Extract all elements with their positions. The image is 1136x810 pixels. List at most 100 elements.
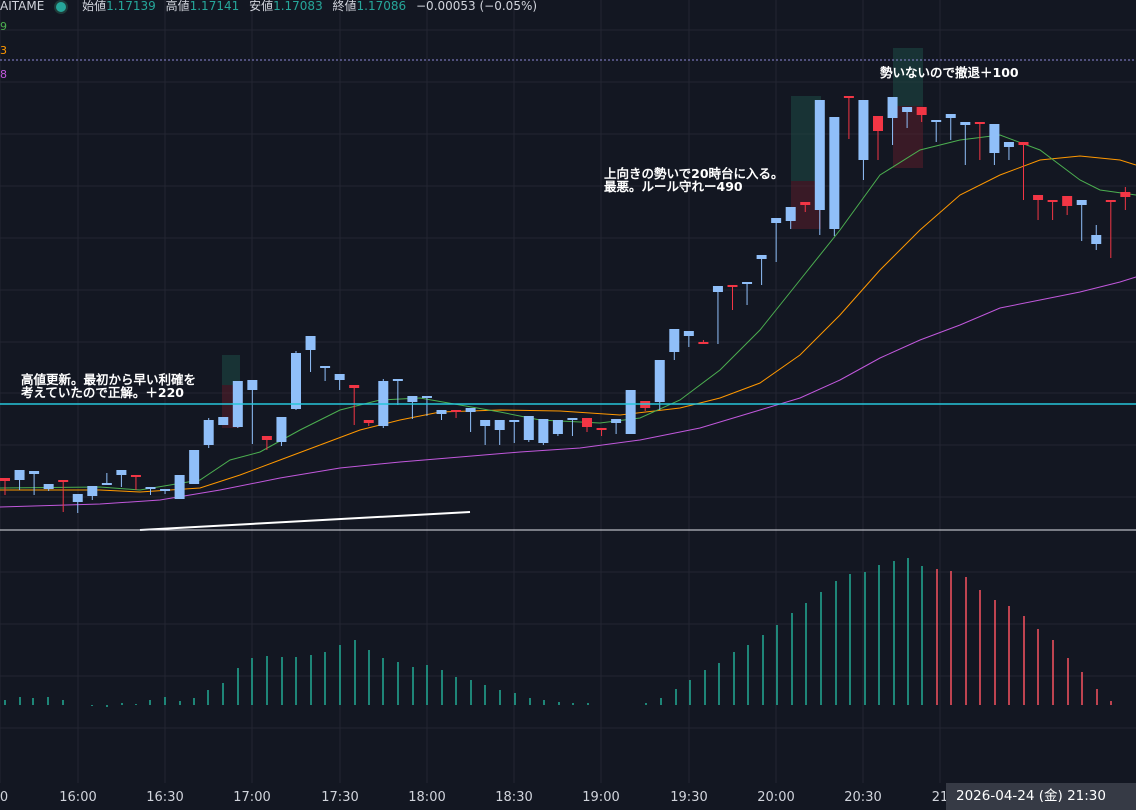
candle-body-54 bbox=[785, 207, 796, 221]
candle-body-63 bbox=[916, 107, 927, 115]
position-box-profit-0 bbox=[222, 355, 240, 385]
candle-body-1 bbox=[14, 470, 25, 480]
candle-body-40 bbox=[582, 418, 592, 427]
candle-body-74 bbox=[1076, 200, 1087, 205]
candle-body-9 bbox=[130, 475, 141, 477]
change-value: −0.00053 (−0.05%) bbox=[416, 0, 538, 13]
candle-body-49 bbox=[712, 286, 723, 292]
candle-body-2 bbox=[29, 471, 40, 474]
x-tick-3: 17:00 bbox=[233, 790, 271, 805]
candle-body-8 bbox=[116, 470, 127, 475]
candle-body-21 bbox=[305, 336, 316, 350]
candle-body-35 bbox=[509, 420, 520, 422]
candle-body-60 bbox=[873, 116, 883, 131]
grid bbox=[0, 0, 1136, 783]
x-tick-4: 17:30 bbox=[321, 790, 359, 805]
candle-body-5 bbox=[72, 494, 83, 502]
ma-fast-label[interactable]: 9 bbox=[0, 20, 7, 33]
open-value: 1.17139 bbox=[106, 0, 156, 13]
x-tick-2: 16:30 bbox=[146, 790, 184, 805]
candle-body-15 bbox=[218, 417, 229, 425]
candle-body-69 bbox=[1003, 142, 1014, 147]
x-tick-9: 20:00 bbox=[757, 790, 795, 805]
candle-body-23 bbox=[334, 374, 345, 380]
candle-body-61 bbox=[887, 97, 898, 118]
x-tick-1: 16:00 bbox=[59, 790, 97, 805]
position-box-profit-2 bbox=[893, 48, 923, 106]
candle-body-45 bbox=[654, 360, 665, 402]
candle-body-66 bbox=[960, 122, 971, 125]
candle-body-75 bbox=[1091, 235, 1102, 244]
x-tick-6: 18:30 bbox=[495, 790, 533, 805]
close-label: 終値 bbox=[332, 0, 357, 13]
status-dot-icon bbox=[56, 1, 67, 12]
candlesticks bbox=[0, 96, 1131, 513]
candle-body-58 bbox=[843, 96, 854, 98]
candle-body-52 bbox=[756, 255, 767, 259]
candle-body-31 bbox=[451, 410, 462, 412]
ma-fast-line bbox=[0, 134, 1136, 491]
open-label: 始値 bbox=[82, 0, 107, 13]
candle-body-42 bbox=[611, 419, 622, 423]
candle-body-53 bbox=[771, 218, 782, 223]
candle-body-67 bbox=[974, 122, 985, 124]
candle-body-24 bbox=[349, 385, 360, 388]
candle-body-19 bbox=[276, 417, 287, 442]
candle-body-55 bbox=[800, 202, 811, 205]
candle-body-77 bbox=[1120, 192, 1131, 197]
candle-body-13 bbox=[189, 450, 200, 484]
candle-body-37 bbox=[538, 419, 549, 443]
annotation-2-line1: 上向きの勢いで20時台に入る。 bbox=[604, 166, 784, 181]
candle-body-32 bbox=[465, 408, 476, 412]
candle-body-59 bbox=[858, 100, 869, 160]
candle-body-30 bbox=[436, 410, 447, 414]
candle-body-72 bbox=[1047, 200, 1058, 202]
symbol-label: AITAME bbox=[0, 0, 45, 13]
candle-body-71 bbox=[1033, 195, 1044, 200]
ma-slow-label[interactable]: 8 bbox=[0, 68, 7, 81]
candle-body-33 bbox=[480, 420, 491, 426]
candle-body-50 bbox=[727, 285, 738, 287]
candle-body-48 bbox=[698, 342, 709, 344]
ohlc-header: AITAME 始値1.17139 高値1.17141 安値1.17083 終値1… bbox=[0, 0, 537, 13]
candle-body-57 bbox=[829, 117, 840, 229]
candle-body-7 bbox=[101, 483, 112, 485]
x-tick-0: 0 bbox=[0, 790, 9, 805]
candle-body-11 bbox=[160, 489, 171, 491]
candle-body-38 bbox=[552, 420, 563, 434]
high-label: 高値 bbox=[165, 0, 190, 13]
annotation-1-line1: 高値更新。最初から早い利確を bbox=[21, 372, 197, 387]
annotation-3[interactable]: 勢いないので撤退＋100 bbox=[880, 65, 1019, 80]
candle-body-47 bbox=[683, 331, 694, 336]
candle-body-70 bbox=[1018, 142, 1029, 145]
candle-body-29 bbox=[421, 396, 432, 398]
candle-body-12 bbox=[174, 475, 185, 499]
candle-body-25 bbox=[363, 420, 374, 423]
candle-body-36 bbox=[523, 416, 534, 440]
candle-body-4 bbox=[58, 480, 69, 482]
candle-body-28 bbox=[407, 396, 418, 402]
candle-body-56 bbox=[814, 100, 825, 210]
low-label: 安値 bbox=[249, 0, 274, 13]
annotation-1[interactable]: 高値更新。最初から早い利確を 考えていたので正解。＋220 bbox=[21, 373, 196, 399]
ma-mid-label[interactable]: 3 bbox=[0, 44, 7, 57]
x-tick-10: 20:30 bbox=[844, 790, 882, 805]
candle-body-43 bbox=[625, 390, 636, 434]
candle-body-0 bbox=[0, 478, 10, 481]
crosshair-datetime-label: 2026-04-24 (金) 21:30 bbox=[946, 783, 1136, 810]
candle-body-76 bbox=[1105, 200, 1116, 202]
close-value: 1.17086 bbox=[356, 0, 407, 13]
candle-body-41 bbox=[596, 428, 607, 430]
low-value: 1.17083 bbox=[273, 0, 323, 13]
volume-histogram bbox=[4, 558, 1112, 707]
x-tick-5: 18:00 bbox=[408, 790, 446, 805]
x-tick-11: 21 bbox=[931, 790, 949, 805]
x-tick-8: 19:30 bbox=[670, 790, 708, 805]
trendline[interactable] bbox=[139, 511, 471, 531]
ma-mid-line bbox=[0, 155, 1136, 493]
x-tick-7: 19:00 bbox=[582, 790, 620, 805]
candle-body-68 bbox=[989, 124, 1000, 153]
candle-body-27 bbox=[392, 379, 403, 381]
annotation-2[interactable]: 上向きの勢いで20時台に入る。 最悪。ルール守れー490 bbox=[604, 167, 784, 193]
